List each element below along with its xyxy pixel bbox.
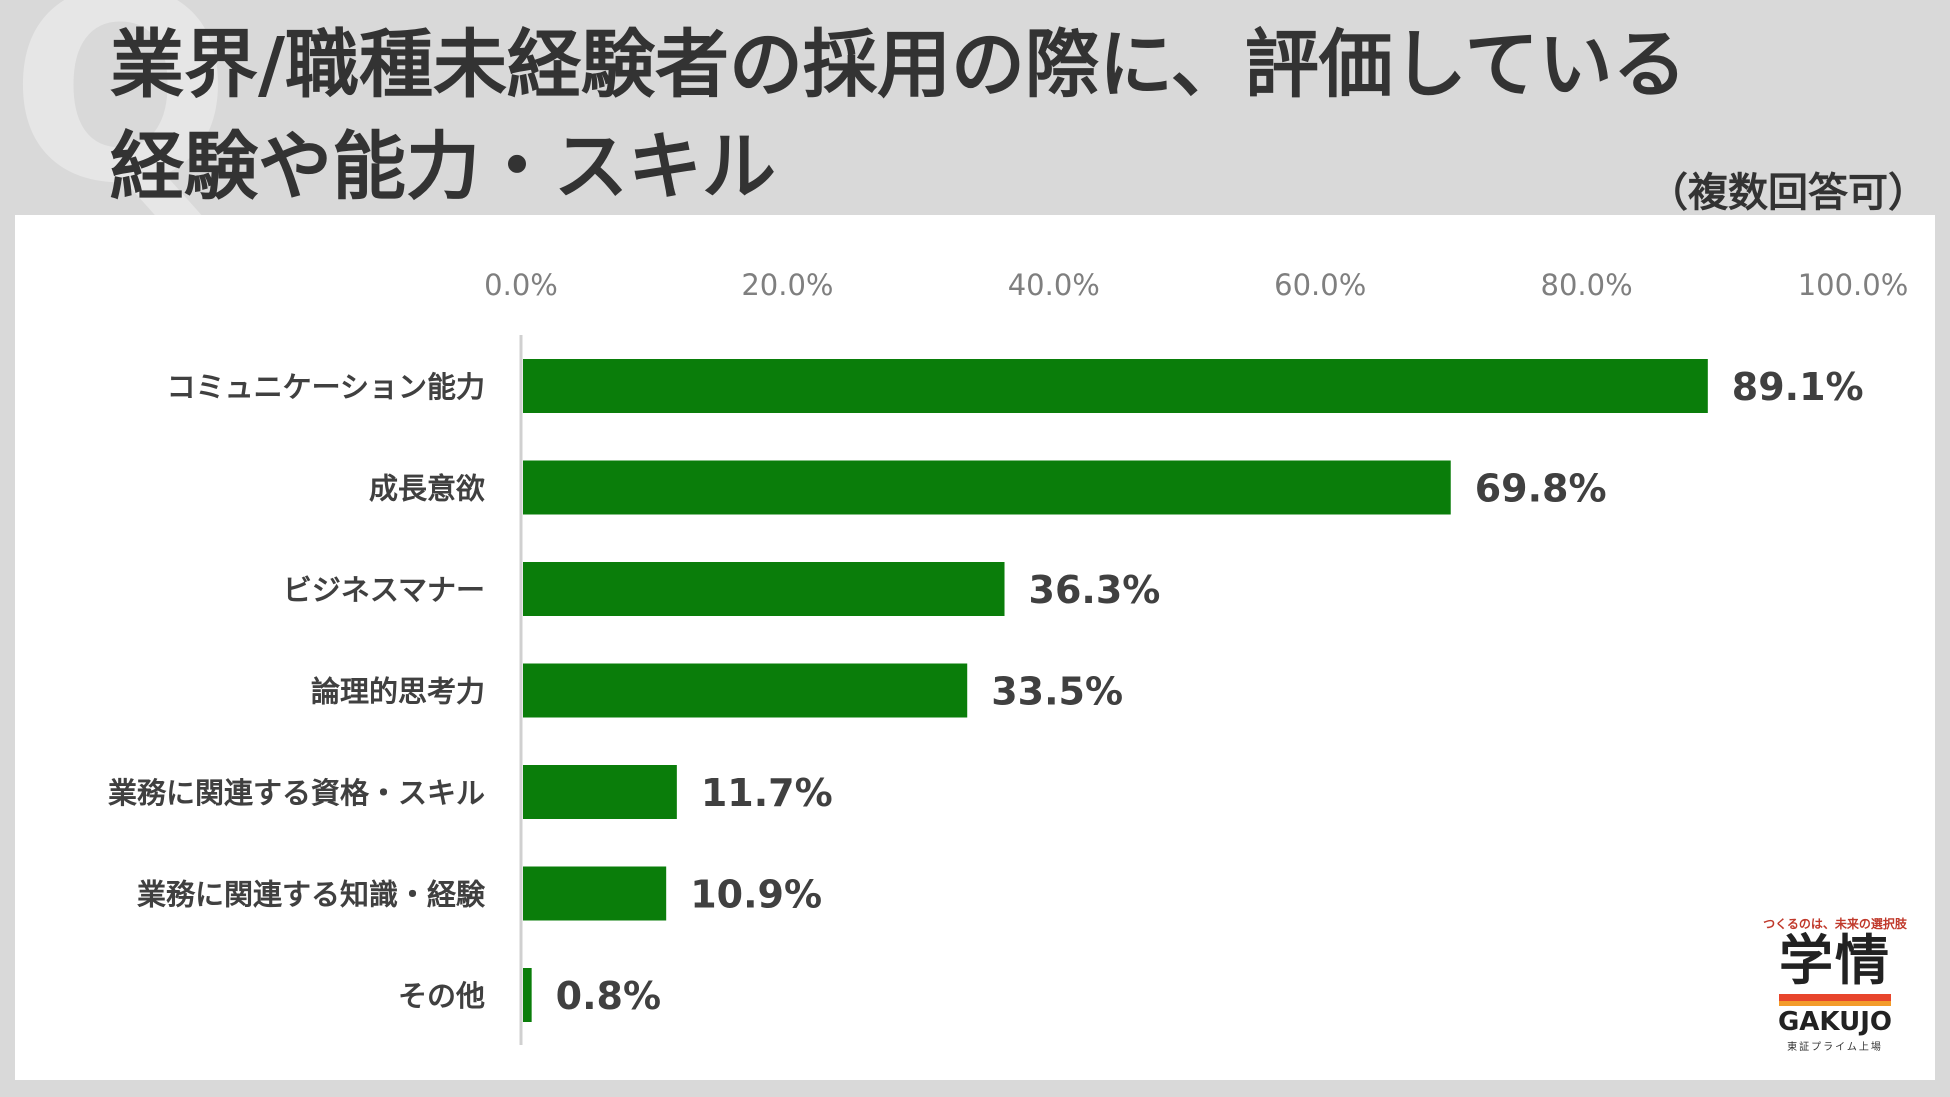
category-label: コミュニケーション能力	[167, 370, 485, 404]
logo-english: GAKUJO	[1777, 1007, 1893, 1037]
x-tick-label: 20.0%	[741, 268, 833, 302]
x-tick-label: 80.0%	[1541, 268, 1633, 302]
data-label: 33.5%	[991, 670, 1123, 714]
bar	[523, 765, 677, 819]
bar	[523, 562, 1005, 616]
x-tick-label: 60.0%	[1274, 268, 1366, 302]
x-tick-label: 100.0%	[1798, 268, 1909, 302]
page-title: 業界/職種未経験者の採用の際に、評価している 経験や能力・スキル	[110, 14, 1687, 218]
x-tick-label: 40.0%	[1008, 268, 1100, 302]
bar	[523, 866, 667, 921]
title-line-2: 経験や能力・スキル	[110, 124, 776, 210]
data-label: 36.3%	[1029, 568, 1161, 612]
logo-kanji: 学情	[1779, 929, 1891, 992]
bar	[523, 460, 1451, 515]
bar	[523, 663, 968, 718]
category-label: 成長意欲	[369, 472, 485, 506]
bar	[523, 359, 1708, 413]
data-label: 0.8%	[556, 974, 661, 1018]
category-label: 業務に関連する資格・スキル	[108, 776, 485, 810]
q-watermark: Q	[10, 0, 232, 241]
logo-tagline: つくるのは、未来の選択肢	[1763, 917, 1907, 931]
category-label: 論理的思考力	[311, 675, 485, 709]
category-label: ビジネスマナー	[283, 573, 485, 607]
bar-chart: 0.0% 20.0% 40.0% 60.0% 80.0% 100.0% コミュニケーション能…	[108, 268, 1909, 1045]
logo-subtext: 東証プライム上場	[1787, 1042, 1883, 1053]
x-tick-label: 0.0%	[484, 268, 558, 302]
gakujo-logo: つくるのは、未来の選択肢 学情 GAKUJO 東証プライム上場	[1760, 915, 1910, 1053]
category-label: その他	[398, 979, 485, 1013]
data-label: 69.8%	[1475, 467, 1607, 511]
data-label: 89.1%	[1732, 365, 1864, 409]
data-label: 10.9%	[690, 873, 822, 917]
logo-bar	[1779, 994, 1891, 1006]
chart-card: 0.0% 20.0% 40.0% 60.0% 80.0% 100.0% コミュニケーション能…	[15, 215, 1935, 1080]
multiple-answer-note: （複数回答可）	[1648, 170, 1928, 216]
title-line-1: 業界/職種未経験者の採用の際に、評価している	[110, 22, 1687, 108]
bar	[523, 968, 532, 1022]
category-label: 業務に関連する知識・経験	[137, 878, 486, 912]
data-label: 11.7%	[701, 771, 833, 815]
